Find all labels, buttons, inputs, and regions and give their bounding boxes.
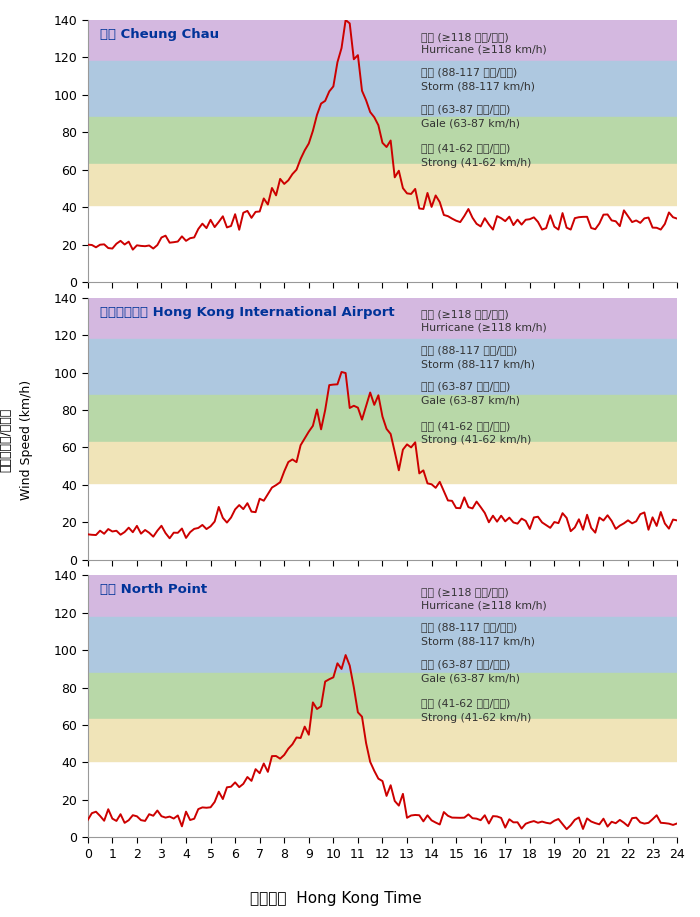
Bar	[88, 117, 677, 164]
Bar	[88, 673, 677, 720]
Text: 香港時間  Hong Kong Time: 香港時間 Hong Kong Time	[250, 891, 422, 906]
Text: Gale (63-87 km/h): Gale (63-87 km/h)	[421, 396, 520, 406]
Text: 暴風 (88-117 公里/小時): 暴風 (88-117 公里/小時)	[421, 623, 517, 633]
Bar	[88, 442, 677, 483]
Text: Hurricane (≥118 km/h): Hurricane (≥118 km/h)	[421, 45, 547, 55]
Text: 強風 (41-62 公里/小時): 強風 (41-62 公里/小時)	[421, 143, 510, 153]
Bar	[88, 720, 677, 760]
Bar	[88, 395, 677, 442]
Text: 长洲 Cheung Chau: 长洲 Cheung Chau	[99, 28, 218, 41]
Bar	[88, 339, 677, 395]
Text: Strong (41-62 km/h): Strong (41-62 km/h)	[421, 158, 531, 168]
Text: 烈風 (63-87 公里/小時): 烈風 (63-87 公里/小時)	[421, 659, 510, 669]
Text: 北角 North Point: 北角 North Point	[99, 583, 206, 596]
Bar	[88, 616, 677, 673]
Text: Gale (63-87 km/h): Gale (63-87 km/h)	[421, 674, 520, 683]
Text: 暴風 (88-117 公里/小時): 暴風 (88-117 公里/小時)	[421, 67, 517, 77]
Text: 飆風 (≥118 公里/小時): 飆風 (≥118 公里/小時)	[421, 587, 508, 597]
Text: 烈風 (63-87 公里/小時): 烈風 (63-87 公里/小時)	[421, 104, 510, 114]
Text: 烈風 (63-87 公里/小時): 烈風 (63-87 公里/小時)	[421, 381, 510, 392]
Text: Wind Speed (km/h): Wind Speed (km/h)	[20, 381, 33, 500]
Bar	[88, 164, 677, 205]
Bar	[88, 61, 677, 117]
Text: Gale (63-87 km/h): Gale (63-87 km/h)	[421, 118, 520, 128]
Bar	[88, 298, 677, 339]
Text: 風速（公里/小時）: 風速（公里/小時）	[0, 408, 12, 472]
Text: 暴風 (88-117 公里/小時): 暴風 (88-117 公里/小時)	[421, 345, 517, 355]
Text: 香港國際機場 Hong Kong International Airport: 香港國際機場 Hong Kong International Airport	[99, 305, 394, 318]
Text: 強風 (41-62 公里/小時): 強風 (41-62 公里/小時)	[421, 421, 510, 431]
Text: 強風 (41-62 公里/小時): 強風 (41-62 公里/小時)	[421, 699, 510, 709]
Text: Hurricane (≥118 km/h): Hurricane (≥118 km/h)	[421, 323, 547, 333]
Text: Storm (88-117 km/h): Storm (88-117 km/h)	[421, 359, 535, 370]
Text: Storm (88-117 km/h): Storm (88-117 km/h)	[421, 637, 535, 646]
Text: Strong (41-62 km/h): Strong (41-62 km/h)	[421, 713, 531, 723]
Bar	[88, 20, 677, 61]
Text: 飆風 (≥118 公里/小時): 飆風 (≥118 公里/小時)	[421, 309, 508, 319]
Text: 飆風 (≥118 公里/小時): 飆風 (≥118 公里/小時)	[421, 32, 508, 42]
Text: Storm (88-117 km/h): Storm (88-117 km/h)	[421, 82, 535, 92]
Text: Strong (41-62 km/h): Strong (41-62 km/h)	[421, 436, 531, 446]
Text: Hurricane (≥118 km/h): Hurricane (≥118 km/h)	[421, 601, 547, 610]
Bar	[88, 575, 677, 616]
